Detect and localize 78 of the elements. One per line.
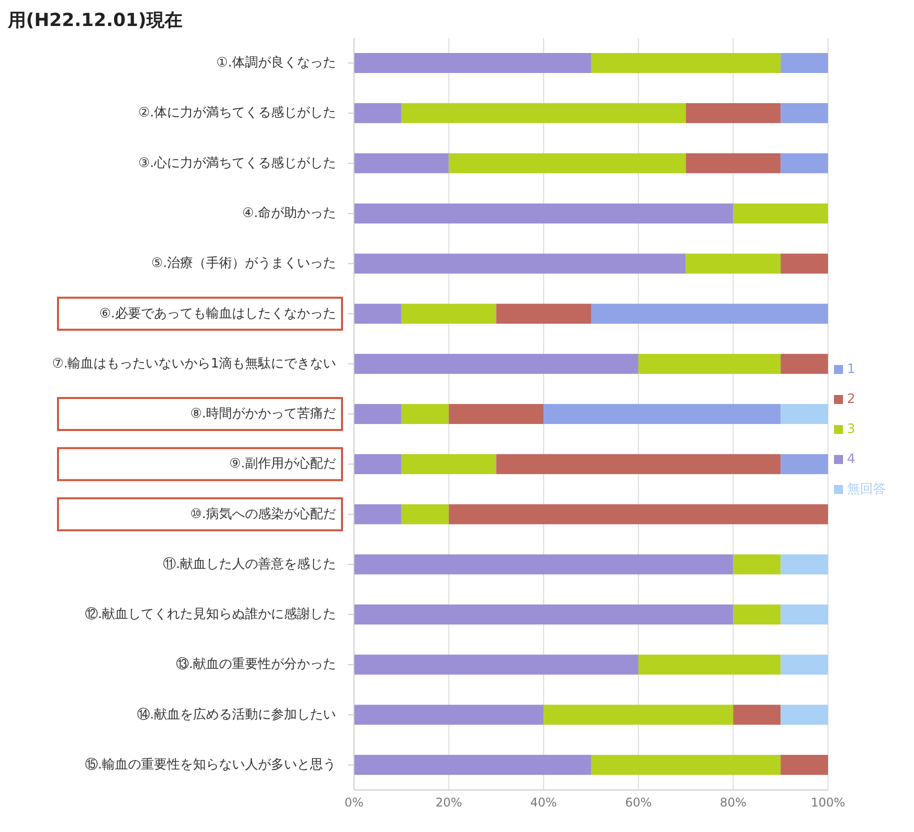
bar (591, 754, 781, 775)
y-tick-label: ⑧.時間がかかって苦痛だ (190, 406, 336, 422)
bar (780, 454, 828, 474)
y-tick-label: ⑮.輸血の重要性を知らない人が多いと思う (84, 757, 336, 772)
legend-label: 4 (847, 452, 856, 467)
bar (780, 153, 828, 174)
bar (354, 153, 449, 174)
y-tick-label: ⑭.献血を広める活動に参加したい (136, 706, 336, 722)
legend-label: 無回答 (847, 482, 886, 497)
x-tick-label: 20% (435, 796, 462, 810)
bar (780, 53, 828, 74)
bar (354, 203, 734, 224)
x-tick-label: 0% (344, 796, 364, 810)
bar (354, 704, 544, 725)
bar (401, 103, 686, 124)
y-tick-label: ⑤.治療（手術）がうまくいった (151, 256, 336, 272)
bar (354, 304, 402, 324)
bar (354, 554, 734, 574)
x-tick-label: 80% (720, 796, 747, 810)
legend-label: 1 (847, 362, 856, 377)
bar (354, 454, 402, 474)
y-tick-label: ⑨.副作用が心配だ (229, 456, 336, 472)
bar (354, 254, 686, 274)
y-tick-label: ③.心に力が満ちてくる感じがした (138, 154, 336, 171)
bar (780, 554, 828, 574)
legend-label: 3 (847, 422, 856, 437)
bar (733, 704, 781, 725)
x-tick-label: 40% (530, 796, 557, 810)
bar (401, 504, 449, 524)
bar (496, 454, 781, 474)
bar (401, 404, 449, 424)
bar (591, 304, 828, 324)
bar (544, 404, 781, 424)
bar (638, 654, 781, 675)
bar (354, 654, 638, 675)
bar (780, 654, 828, 675)
bar (354, 53, 591, 74)
x-tick-label: 60% (625, 796, 652, 810)
bar (354, 103, 402, 124)
y-tick-label: ⑪.献血した人の善意を感じた (162, 556, 336, 572)
bar (448, 404, 544, 424)
bar (780, 754, 828, 775)
y-tick-label: ④.命が助かった (242, 206, 336, 222)
bar (780, 404, 828, 424)
y-tick-label: ⑬.献血の重要性が分かった (176, 657, 336, 672)
bar (448, 153, 686, 174)
bar (401, 304, 496, 324)
bar (354, 754, 591, 775)
bar (496, 304, 591, 324)
legend-label: 2 (847, 392, 856, 407)
bar (448, 504, 828, 524)
bar (733, 604, 781, 625)
y-tick-label: ⑥.必要であっても輸血はしたくなかった (99, 306, 336, 322)
y-tick-label: ②.体に力が満ちてくる感じがした (138, 106, 336, 121)
y-tick-label: ⑩.病気への感染が心配だ (190, 506, 336, 522)
bar (638, 354, 781, 374)
bar (591, 53, 781, 74)
bar (686, 103, 781, 124)
bar (780, 254, 828, 274)
x-tick-label: 100% (810, 796, 846, 810)
bar (354, 354, 638, 374)
bar (780, 604, 828, 625)
text: 用(H22.12.01)現在 (8, 9, 184, 31)
bar (686, 153, 781, 174)
bar (780, 103, 828, 124)
bar (733, 554, 781, 574)
bar (354, 604, 734, 625)
y-tick-label: ⑫.献血してくれた見知らぬ誰かに感謝した (84, 607, 336, 622)
bar (780, 354, 828, 374)
bar (354, 404, 402, 424)
bar (686, 254, 781, 274)
bar (401, 454, 496, 474)
bar (544, 704, 734, 725)
y-tick-label: ⑦.輸血はもったいないから1滴も無駄にできない (52, 356, 336, 372)
y-tick-label: ①.体調が良くなった (216, 56, 336, 71)
bar (780, 704, 828, 725)
bar (733, 203, 828, 224)
bar (354, 504, 402, 524)
